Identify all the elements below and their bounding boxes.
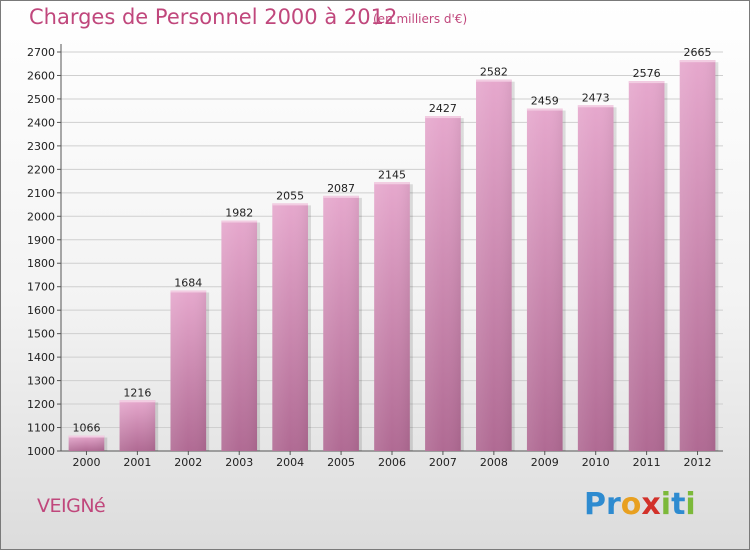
- y-tick-label: 1200: [27, 398, 55, 411]
- x-tick-label-2004: 2004: [276, 456, 304, 469]
- value-label-2002: 1684: [174, 276, 202, 289]
- bar-gloss: [526, 108, 563, 451]
- bar-top-highlight: [272, 203, 308, 206]
- bar-top-highlight: [425, 116, 461, 119]
- x-tick-label-2009: 2009: [531, 456, 559, 469]
- value-label-2012: 2665: [684, 46, 712, 59]
- bar-top-highlight: [221, 220, 258, 223]
- x-tick-label-2008: 2008: [480, 456, 508, 469]
- value-label-2007: 2427: [429, 102, 457, 115]
- logo-letter: r: [606, 487, 621, 522]
- value-label-2008: 2582: [480, 66, 508, 79]
- x-tick-label-2011: 2011: [633, 456, 661, 469]
- logo-letter: i: [660, 487, 672, 522]
- bar-gloss: [119, 400, 156, 451]
- logo-letter: x: [641, 487, 661, 522]
- y-tick-label: 1300: [27, 375, 55, 388]
- value-label-2001: 1216: [123, 386, 151, 399]
- bar-gloss: [476, 79, 512, 451]
- y-tick-label: 1400: [27, 351, 55, 364]
- y-tick-label: 1100: [27, 422, 55, 435]
- x-tick-label-2003: 2003: [225, 456, 253, 469]
- logo-letter: o: [620, 487, 642, 522]
- y-tick-label: 2300: [27, 140, 55, 153]
- commune-name: VEIGNé: [37, 495, 106, 517]
- y-tick-label: 2600: [27, 69, 55, 82]
- bar-top-highlight: [526, 108, 563, 111]
- y-tick-label: 2200: [27, 163, 55, 176]
- bar-gloss: [170, 290, 207, 451]
- bar-top-highlight: [679, 60, 716, 63]
- y-tick-label: 1000: [27, 445, 55, 458]
- bar-gloss: [679, 60, 716, 451]
- y-tick-label: 1500: [27, 328, 55, 341]
- x-tick-label-2012: 2012: [684, 456, 712, 469]
- bar-top-highlight: [119, 400, 156, 403]
- logo-letter: t: [671, 487, 686, 522]
- bar-top-highlight: [374, 182, 410, 185]
- value-label-2006: 2145: [378, 168, 406, 181]
- bar-top-highlight: [323, 195, 359, 198]
- bar-gloss: [577, 105, 614, 452]
- bar-gloss: [425, 116, 461, 451]
- bar-gloss: [323, 195, 359, 451]
- value-label-2000: 1066: [72, 422, 100, 435]
- value-label-2005: 2087: [327, 182, 355, 195]
- y-tick-label: 1600: [27, 304, 55, 317]
- bar-gloss: [628, 81, 665, 452]
- x-tick-label-2001: 2001: [123, 456, 151, 469]
- x-tick-label-2002: 2002: [174, 456, 202, 469]
- chart-title: Charges de Personnel 2000 à 2012: [29, 5, 398, 29]
- value-label-2003: 1982: [225, 207, 253, 220]
- bar-gloss: [374, 182, 410, 451]
- y-tick-label: 1700: [27, 281, 55, 294]
- bar-top-highlight: [170, 290, 207, 293]
- value-label-2009: 2459: [531, 95, 559, 108]
- x-tick-label-2007: 2007: [429, 456, 457, 469]
- y-tick-label: 2400: [27, 116, 55, 129]
- y-tick-label: 2100: [27, 187, 55, 200]
- bar-top-highlight: [68, 435, 105, 438]
- x-tick-label-2010: 2010: [582, 456, 610, 469]
- proxiti-logo: Proxiti: [584, 487, 696, 522]
- chart-subtitle: (en milliers d'€): [373, 12, 468, 26]
- y-tick-label: 1800: [27, 257, 55, 270]
- x-tick-label-2006: 2006: [378, 456, 406, 469]
- value-label-2010: 2473: [582, 91, 610, 104]
- bar-top-highlight: [628, 81, 665, 84]
- bar-gloss: [68, 435, 105, 451]
- logo-letter: P: [584, 487, 606, 522]
- bar-gloss: [221, 220, 258, 451]
- value-label-2011: 2576: [633, 67, 661, 80]
- y-tick-label: 2700: [27, 46, 55, 59]
- y-tick-label: 2000: [27, 210, 55, 223]
- y-tick-label: 1900: [27, 234, 55, 247]
- bar-top-highlight: [476, 79, 512, 82]
- logo-letter: i: [685, 487, 696, 522]
- x-tick-label-2005: 2005: [327, 456, 355, 469]
- bar-gloss: [272, 203, 308, 451]
- x-tick-label-2000: 2000: [72, 456, 100, 469]
- value-label-2004: 2055: [276, 189, 304, 202]
- y-tick-label: 2500: [27, 93, 55, 106]
- bar-top-highlight: [577, 105, 614, 108]
